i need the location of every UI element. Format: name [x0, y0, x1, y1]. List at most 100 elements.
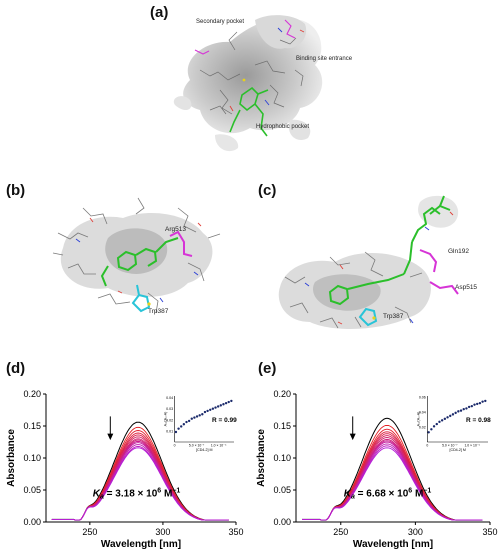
absorbance-chart-e: 0.00 0.05 0.10 0.15 0.20 250 300 350 Wavelength …	[252, 380, 504, 555]
spectrum-line	[302, 447, 483, 521]
inset-data-point	[446, 416, 449, 419]
inset-y-axis-label: A₀/(A₀-A)	[416, 412, 420, 427]
binding-site-entrance-label: Binding site entrance	[296, 56, 353, 62]
inset-data-point	[467, 405, 471, 409]
inset-y-tick-label: 0.04	[166, 396, 173, 400]
inset-x-tick-label: 1.0 × 10⁻⁶	[464, 444, 480, 448]
panel-letter-d: (d)	[6, 360, 26, 377]
inset-data-point	[432, 425, 436, 428]
inset-data-point	[457, 410, 460, 413]
y-tick-label: 0.00	[273, 517, 291, 527]
inset-data-point	[427, 431, 430, 434]
y-tick-label: 0.05	[273, 485, 291, 495]
inset-x-tick-label: 0	[174, 444, 176, 448]
inset-data-point	[481, 400, 484, 403]
inset-data-point	[435, 422, 438, 426]
inset-data-point	[440, 419, 444, 422]
y-tick-label: 0.10	[273, 453, 291, 463]
inset-data-point	[177, 427, 180, 430]
residue-label-gln192: Gln192	[448, 248, 469, 255]
ka-annotation: Ka = 3.18 × 106 M−1	[93, 487, 181, 500]
absorbance-chart-d: 0.00 0.05 0.10 0.15 0.20 250 300 350 Wavelength …	[2, 380, 250, 555]
inset-data-point	[180, 425, 183, 428]
x-tick-label: 350	[228, 527, 243, 537]
inset-data-point	[473, 403, 476, 406]
secondary-pocket-label: Secondary pocket	[196, 19, 245, 25]
inset-data-point	[174, 430, 178, 434]
x-tick-label: 350	[482, 527, 497, 537]
inset-data-point	[470, 404, 474, 408]
inset-data-point	[195, 415, 199, 418]
inset-data-point	[462, 407, 465, 411]
panel-letter-b: (b)	[6, 182, 26, 199]
x-axis-label: Wavelength [nm]	[101, 539, 181, 550]
arrow-head	[107, 433, 114, 441]
docking-pose-b-image	[38, 178, 238, 328]
inset-y-tick-label: 0.06	[419, 396, 426, 400]
x-tick-label: 300	[155, 527, 170, 537]
inset-data-point	[209, 408, 212, 412]
inset-y-axis-label: A₀/(A₀-A)	[164, 412, 168, 427]
inset-data-point	[193, 416, 196, 419]
inset-data-point	[222, 403, 225, 406]
inset-data-point	[451, 413, 455, 416]
inset-data-point	[182, 423, 186, 426]
spectrum-line	[51, 446, 229, 521]
inset-data-point	[214, 406, 217, 409]
inset-y-tick-label: 0.04	[419, 411, 426, 415]
inset-data-point	[443, 417, 447, 421]
x-tick-label: 250	[82, 527, 97, 537]
inset-data-point	[430, 428, 433, 431]
panel-letter-e: (e)	[258, 360, 277, 377]
residue-label-trp387-c: Trp387	[383, 313, 404, 320]
spectrum-line	[51, 442, 229, 521]
inset-data-point	[459, 409, 463, 412]
x-tick-label: 250	[333, 527, 348, 537]
spectrum-line	[51, 439, 229, 521]
inset-x-axis-label: [CD4-2] M	[196, 448, 212, 452]
residue-label-arg513: Arg513	[165, 226, 186, 233]
inset-data-point	[454, 411, 457, 415]
y-axis-label: Absorbance	[256, 429, 267, 487]
inset-data-point	[190, 417, 193, 420]
inset-data-point	[438, 420, 441, 424]
inset-data-point	[219, 404, 223, 407]
spectrum-line	[302, 445, 483, 521]
inset-data-point	[216, 405, 220, 408]
y-axis-label: Absorbance	[6, 429, 17, 487]
inset-data-point	[476, 402, 479, 406]
spectrum-line	[51, 444, 229, 521]
inset-data-point	[185, 420, 188, 424]
inset-data-point	[484, 399, 487, 403]
inset-data-point	[465, 407, 468, 410]
y-tick-label: 0.20	[23, 389, 41, 399]
binding-site-surface-image	[160, 10, 340, 160]
spectrum-line	[302, 440, 483, 521]
inset-x-axis-label: [CD4-2] M	[449, 448, 465, 452]
spectrum-line	[51, 447, 229, 521]
inset-data-point	[227, 400, 230, 404]
y-tick-label: 0.15	[23, 421, 41, 431]
inset-r-value: R = 0.99	[212, 417, 237, 424]
y-tick-label: 0.00	[23, 517, 41, 527]
ka-annotation: Ka = 6.68 × 106 M−1	[344, 487, 432, 500]
inset-x-tick-label: 0	[426, 444, 428, 448]
hydrophobic-pocket-label: Hydrophobic pocket	[256, 124, 310, 130]
x-tick-label: 300	[408, 527, 423, 537]
y-tick-label: 0.05	[23, 485, 41, 495]
inset-x-tick-label: 5.0 × 10⁻⁷	[189, 444, 205, 448]
inset-data-point	[449, 414, 452, 418]
inset-data-point	[203, 410, 207, 414]
inset-data-point	[198, 414, 201, 417]
x-axis-label: Wavelength [nm]	[353, 539, 433, 550]
inset-data-point	[230, 399, 233, 403]
inset-data-point	[187, 419, 191, 423]
inset-r-value: R = 0.98	[466, 417, 491, 424]
spectrum-line	[302, 441, 483, 521]
arrow-head	[349, 433, 356, 441]
panel-letter-c: (c)	[258, 182, 277, 199]
docking-pose-c-image	[270, 182, 490, 342]
inset-y-tick-label: 0.02	[166, 418, 173, 422]
spectrum-line	[51, 440, 229, 521]
panel-letter-a: (a)	[150, 4, 169, 21]
